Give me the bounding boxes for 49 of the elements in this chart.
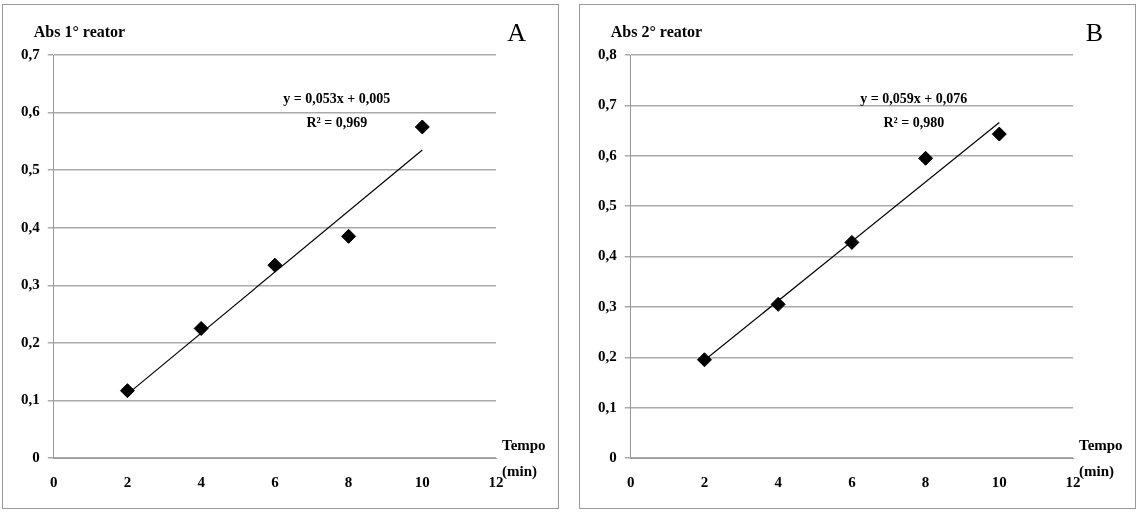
y-tick-label: 0,6 [598,146,618,163]
y-tick-label: 0 [32,448,40,465]
x-tick-label: 6 [271,473,280,490]
x-tick-label: 4 [197,473,206,490]
y-tick-label: 0,2 [598,348,617,365]
x-tick-label: 8 [921,473,930,490]
point [267,257,283,273]
y-tick-label: 0,1 [598,398,617,415]
point [414,119,430,135]
point [193,320,209,336]
y-axis-title: Abs 1° reator [33,23,126,41]
y-tick-label: 0,4 [598,247,618,264]
chart-title: B [1085,17,1103,47]
x-tick-label: 2 [700,473,709,490]
x-tick-label: 0 [627,473,635,490]
annotation: R² = 0,980 [883,114,945,130]
point [696,352,712,368]
y-tick-label: 0,3 [598,297,617,314]
x-tick-label: 0 [50,473,58,490]
point [119,383,135,399]
y-tick-label: 0,3 [21,276,40,293]
y-tick-label: 0,1 [21,391,40,408]
y-tick-label: 0,5 [598,197,617,213]
x-tick-label: 8 [344,473,353,490]
y-tick-label: 0,5 [21,161,40,178]
point [918,150,934,166]
point [991,126,1007,142]
point [341,228,357,244]
x-tick-label: 10 [991,473,1007,490]
y-tick-label: 0,7 [21,45,41,62]
x-axis-title: Tempo (min) [1079,436,1123,480]
point [770,296,786,312]
chart-title: A [507,17,527,47]
y-tick-label: 0,7 [598,96,618,113]
x-tick-label: 10 [414,473,430,490]
x-axis-title: Tempo (min) [502,436,546,480]
point [844,234,860,250]
y-axis-title: Abs 2° reator [610,23,703,41]
x-tick-label: 4 [774,473,783,490]
y-tick-label: 0 [609,448,617,465]
annotation: R² = 0,969 [306,114,368,130]
y-tick-label: 0,4 [21,218,41,235]
y-tick-label: 0,6 [21,103,41,120]
annotation: y = 0,053x + 0,005 [283,90,391,106]
x-tick-label: 6 [848,473,857,490]
annotation: y = 0,059x + 0,076 [860,90,968,106]
y-tick-label: 0,2 [21,333,40,350]
x-tick-label: 2 [123,473,132,490]
y-tick-label: 0,8 [598,45,617,62]
